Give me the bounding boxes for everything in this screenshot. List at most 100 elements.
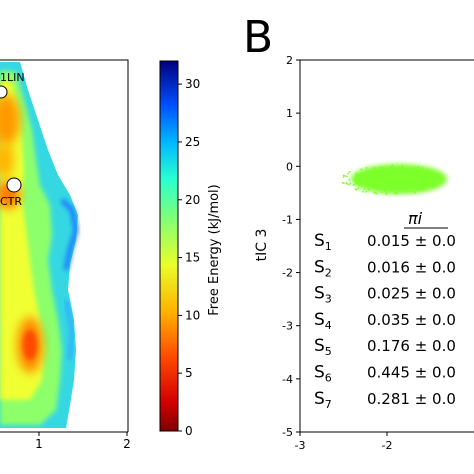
scatter-point bbox=[412, 172, 415, 175]
scatter-point bbox=[358, 181, 361, 184]
panel-b: B tIC 3 2 1 0 -1 -2 -3 -4 -5 -3 -2 πi S1 0.015 ± … bbox=[243, 12, 474, 452]
y-tick-label: -5 bbox=[282, 426, 293, 439]
state-subscript: 1 bbox=[325, 240, 332, 253]
panel-a-frame bbox=[0, 59, 129, 432]
scatter-point bbox=[349, 182, 352, 185]
scatter-point bbox=[362, 176, 365, 178]
scatter-point bbox=[391, 164, 394, 167]
scatter-point bbox=[387, 178, 390, 181]
scatter-point bbox=[352, 184, 355, 186]
scatter-point bbox=[384, 189, 386, 192]
scatter-point bbox=[369, 175, 372, 178]
scatter-point bbox=[348, 178, 351, 181]
scatter-point bbox=[411, 190, 414, 193]
scatter-point bbox=[407, 185, 410, 188]
panel-b-y-ticks: 2 1 0 -1 -2 -3 -4 -5 bbox=[282, 54, 300, 439]
scatter-point bbox=[379, 166, 382, 169]
scatter-point bbox=[388, 185, 391, 188]
scatter-point bbox=[432, 186, 435, 189]
scatter-point bbox=[369, 183, 371, 186]
scatter-point bbox=[434, 175, 436, 178]
panel-label-b: B bbox=[243, 12, 273, 63]
scatter-point bbox=[408, 183, 411, 186]
scatter-point bbox=[417, 166, 420, 168]
y-tick-label: -3 bbox=[282, 320, 293, 333]
scatter-point bbox=[425, 178, 428, 181]
panel-b-frame bbox=[299, 59, 474, 433]
panel-a-x-ticks bbox=[38, 432, 128, 436]
scatter-point bbox=[424, 178, 426, 181]
scatter-point bbox=[418, 179, 420, 182]
scatter-point bbox=[378, 175, 381, 178]
colorbar-tick-label: 15 bbox=[185, 251, 200, 265]
scatter-point bbox=[424, 171, 427, 174]
scatter-point bbox=[395, 176, 398, 179]
scatter-point bbox=[372, 167, 375, 170]
scatter-point bbox=[382, 166, 385, 169]
scatter-point bbox=[412, 184, 415, 187]
scatter-point bbox=[386, 180, 389, 183]
scatter-point bbox=[392, 189, 394, 192]
state-label: S2 bbox=[314, 257, 332, 279]
colorbar-tick-label: 25 bbox=[185, 135, 200, 149]
scatter-point bbox=[418, 187, 421, 190]
panel-a-x-tick-label: 2 bbox=[123, 437, 131, 451]
table-row: S6 0.445 ± 0.0 bbox=[314, 363, 456, 385]
colorbar-tick-label: 5 bbox=[185, 366, 193, 380]
scatter-point bbox=[403, 175, 406, 178]
state-label: S6 bbox=[314, 363, 332, 385]
scatter-point bbox=[341, 181, 344, 184]
stationary-probability: 0.025 ± 0.0 bbox=[367, 285, 456, 303]
scatter-point bbox=[344, 175, 347, 177]
scatter-point bbox=[375, 186, 378, 188]
scatter-point bbox=[428, 175, 431, 178]
scatter-point bbox=[397, 187, 400, 190]
scatter-point bbox=[398, 166, 401, 169]
y-tick-label: -2 bbox=[282, 267, 293, 280]
scatter-point bbox=[385, 187, 388, 190]
scatter-point bbox=[420, 180, 423, 183]
scatter-point bbox=[372, 170, 375, 173]
scatter-point bbox=[372, 186, 375, 189]
scatter-point bbox=[400, 169, 403, 172]
scatter-point bbox=[376, 180, 379, 183]
scatter-point bbox=[418, 184, 421, 186]
scatter-point bbox=[365, 180, 368, 183]
scatter-point bbox=[386, 170, 388, 173]
panel-a-x-tick-label: 1 bbox=[35, 437, 43, 451]
panel-b-x-ticks: -3 -2 bbox=[295, 432, 392, 452]
y-axis-label: tIC 3 bbox=[254, 229, 270, 262]
state-subscript: 5 bbox=[325, 345, 332, 358]
scatter-point bbox=[412, 175, 414, 178]
scatter-point bbox=[392, 166, 395, 169]
scatter-point bbox=[377, 171, 380, 174]
scatter-point bbox=[383, 180, 386, 183]
scatter-point bbox=[395, 190, 398, 193]
scatter-point bbox=[424, 173, 427, 175]
scatter-point bbox=[405, 167, 408, 170]
scatter-point bbox=[401, 180, 404, 183]
scatter-point bbox=[381, 184, 384, 186]
scatter-point bbox=[385, 193, 388, 196]
scatter-point bbox=[357, 187, 360, 190]
scatter-point bbox=[436, 173, 438, 175]
scatter-point bbox=[420, 179, 423, 181]
scatter-point bbox=[367, 181, 370, 183]
colorbar-tick-label: 30 bbox=[185, 77, 200, 91]
scatter-point bbox=[368, 188, 370, 191]
scatter-point bbox=[391, 174, 394, 177]
scatter-point bbox=[424, 188, 427, 191]
scatter-point bbox=[383, 177, 385, 180]
scatter-point bbox=[342, 176, 345, 178]
stationary-distribution-table: πi S1 0.015 ± 0.0 S2 0.016 ± 0.0 S3 0.025 ± 0… bbox=[314, 209, 456, 411]
scatter-point bbox=[369, 171, 372, 174]
scatter-point bbox=[375, 192, 378, 195]
stationary-probability: 0.035 ± 0.0 bbox=[367, 311, 456, 329]
scatter-point bbox=[347, 172, 350, 175]
marker-label-ctr: CTR bbox=[0, 195, 22, 208]
scatter-point bbox=[409, 179, 412, 182]
y-tick-label: 0 bbox=[286, 160, 293, 173]
scatter-point bbox=[357, 178, 359, 181]
scatter-point bbox=[387, 187, 389, 190]
marker-1lin bbox=[0, 85, 8, 99]
